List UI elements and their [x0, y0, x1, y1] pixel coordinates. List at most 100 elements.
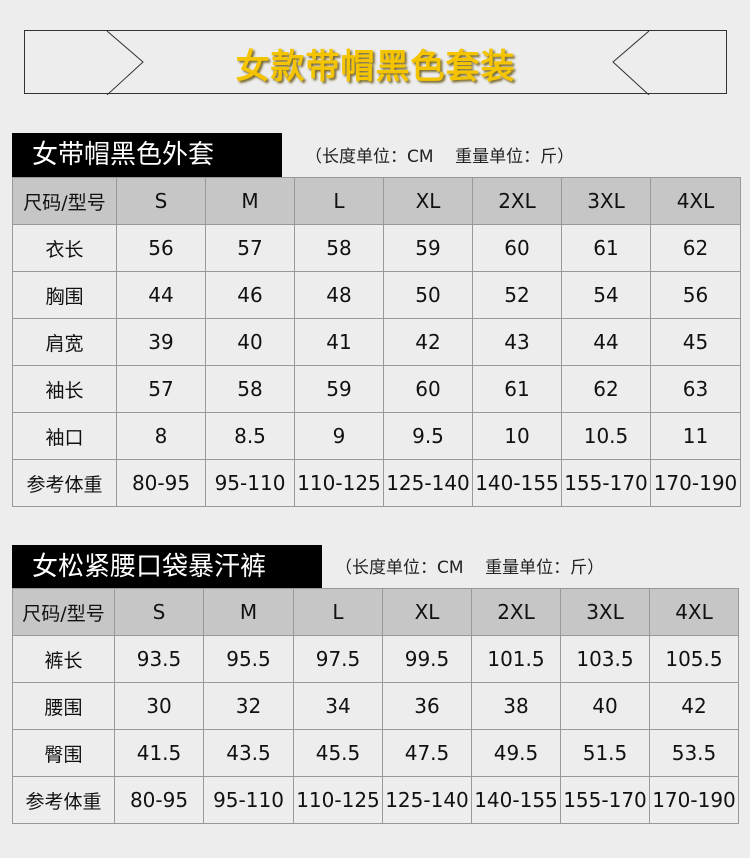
table-cell: 49.5 [471, 729, 561, 777]
banner-arrow-decoration [106, 31, 650, 95]
table-cell: 56 [650, 271, 741, 319]
table-row: 裤长 93.5 95.5 97.5 99.5 101.5 103.5 105.5 [12, 635, 739, 683]
table-cell: 50 [383, 271, 473, 319]
table-cell: 62 [650, 224, 741, 272]
banner-title: 女款带帽黑色套装 [235, 47, 516, 87]
table-row: 臀围 41.5 43.5 45.5 47.5 49.5 51.5 53.5 [12, 729, 739, 777]
table-cell: 42 [649, 682, 739, 730]
table-cell: 32 [203, 682, 294, 730]
row-label: 尺码/型号 [12, 588, 115, 636]
table-cell: 2XL [472, 177, 562, 225]
table-cell: L [293, 588, 383, 636]
table-cell: 140-155 [472, 459, 562, 507]
table-cell: 53.5 [649, 729, 739, 777]
table-cell: 93.5 [114, 635, 204, 683]
table-cell: 43 [472, 318, 562, 366]
row-label: 胸围 [12, 271, 117, 319]
table-cell: 30 [114, 682, 204, 730]
row-label: 臀围 [12, 729, 115, 777]
table-cell: 46 [205, 271, 295, 319]
table-cell: 10.5 [561, 412, 651, 460]
table-cell: 125-140 [382, 776, 472, 824]
table-cell: L [294, 177, 384, 225]
table-cell: 95.5 [203, 635, 294, 683]
table-cell: S [114, 588, 204, 636]
table-cell: 61 [472, 365, 562, 413]
table-cell: M [203, 588, 294, 636]
table-cell: 80-95 [116, 459, 206, 507]
table-cell: 44 [561, 318, 651, 366]
table-cell: XL [383, 177, 473, 225]
table-cell: 4XL [650, 177, 741, 225]
table-cell: 57 [205, 224, 295, 272]
table-cell: 59 [294, 365, 384, 413]
table-cell: 43.5 [203, 729, 294, 777]
table-row: 袖长 57 58 59 60 61 62 63 [12, 365, 741, 413]
table-cell: 8 [116, 412, 206, 460]
row-label: 参考体重 [12, 459, 117, 507]
table-cell: 34 [293, 682, 383, 730]
table-cell: 52 [472, 271, 562, 319]
table-cell: 58 [294, 224, 384, 272]
table-cell: 170-190 [649, 776, 739, 824]
table-header-row: 尺码/型号 S M L XL 2XL 3XL 4XL [12, 177, 741, 225]
table-cell: 3XL [560, 588, 650, 636]
table-cell: 54 [561, 271, 651, 319]
row-label: 袖口 [12, 412, 117, 460]
table-cell: 48 [294, 271, 384, 319]
table-row: 参考体重 80-95 95-110 110-125 125-140 140-155 155-… [12, 459, 741, 507]
table-cell: 140-155 [471, 776, 561, 824]
table-cell: 60 [472, 224, 562, 272]
table-cell: 8.5 [205, 412, 295, 460]
table-header-row: 尺码/型号 S M L XL 2XL 3XL 4XL [12, 588, 739, 636]
table-row: 参考体重 80-95 95-110 110-125 125-140 140-155 155-… [12, 776, 739, 824]
table-cell: 101.5 [471, 635, 561, 683]
table-cell: 58 [205, 365, 295, 413]
units-note-pants: （长度单位：CM 重量单位：斤） [335, 558, 605, 578]
table-cell: 45 [650, 318, 741, 366]
row-label: 腰围 [12, 682, 115, 730]
title-banner: 女款带帽黑色套装 [24, 30, 727, 95]
table-cell: 170-190 [650, 459, 741, 507]
table-cell: 155-170 [560, 776, 650, 824]
table-cell: M [205, 177, 295, 225]
table-cell: 9.5 [383, 412, 473, 460]
table-cell: 9 [294, 412, 384, 460]
size-table-pants: 尺码/型号 S M L XL 2XL 3XL 4XL 裤长 93.5 95.5 97.5 99.5 101… [12, 588, 739, 824]
table-cell: 80-95 [114, 776, 204, 824]
row-label: 袖长 [12, 365, 117, 413]
table-row: 腰围 30 32 34 36 38 40 42 [12, 682, 739, 730]
table-row: 肩宽 39 40 41 42 43 44 45 [12, 318, 741, 366]
table-cell: 110-125 [294, 459, 384, 507]
table-cell: 99.5 [382, 635, 472, 683]
table-cell: 40 [205, 318, 295, 366]
table-cell: 41.5 [114, 729, 204, 777]
table-cell: 40 [560, 682, 650, 730]
table-cell: 10 [472, 412, 562, 460]
table-cell: XL [382, 588, 472, 636]
section-title-jacket: 女带帽黑色外套 [12, 133, 282, 177]
table-cell: 51.5 [560, 729, 650, 777]
table-cell: 97.5 [293, 635, 383, 683]
table-cell: 44 [116, 271, 206, 319]
table-cell: S [116, 177, 206, 225]
table-cell: 4XL [649, 588, 739, 636]
row-label: 尺码/型号 [12, 177, 117, 225]
table-cell: 60 [383, 365, 473, 413]
table-cell: 41 [294, 318, 384, 366]
table-cell: 38 [471, 682, 561, 730]
table-cell: 125-140 [383, 459, 473, 507]
table-cell: 42 [383, 318, 473, 366]
table-cell: 3XL [561, 177, 651, 225]
units-note-jacket: （长度单位：CM 重量单位：斤） [305, 147, 575, 167]
table-cell: 105.5 [649, 635, 739, 683]
table-cell: 59 [383, 224, 473, 272]
table-cell: 155-170 [561, 459, 651, 507]
row-label: 衣长 [12, 224, 117, 272]
row-label: 参考体重 [12, 776, 115, 824]
table-cell: 63 [650, 365, 741, 413]
table-cell: 2XL [471, 588, 561, 636]
table-row: 袖口 8 8.5 9 9.5 10 10.5 11 [12, 412, 741, 460]
table-cell: 39 [116, 318, 206, 366]
size-table-jacket: 尺码/型号 S M L XL 2XL 3XL 4XL 衣长 56 57 58 59 60 61 62 胸围 44 4… [12, 177, 741, 507]
